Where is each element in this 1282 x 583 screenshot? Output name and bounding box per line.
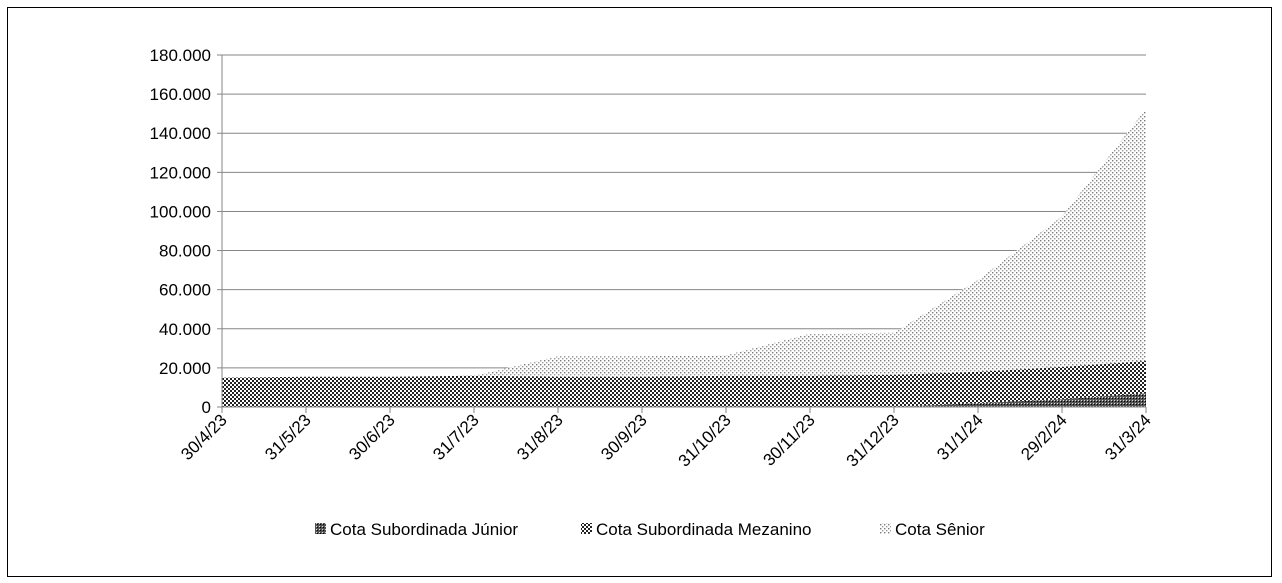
- y-tick-label: 120.000: [150, 163, 211, 182]
- area-series-3: [222, 108, 1146, 378]
- gridlines: [222, 54, 1146, 369]
- y-tick-label: 60.000: [159, 281, 211, 300]
- legend-label: Cota Subordinada Júnior: [330, 520, 518, 539]
- stacked-area-chart: 0 20.000 40.000 60.000 80.000 100.000 120.000 1…: [150, 46, 1155, 539]
- x-tick-label: 30/11/23: [759, 410, 818, 469]
- legend-label: Cota Sênior: [895, 520, 985, 539]
- area-series-2: [222, 361, 1146, 407]
- x-tick-label: 31/12/23: [843, 410, 903, 470]
- axes: 0 20.000 40.000 60.000 80.000 100.000 120.000 1…: [150, 46, 1155, 471]
- x-tick-label: 30/6/23: [345, 410, 399, 464]
- x-tick-label: 30/9/23: [597, 410, 651, 464]
- area-series: [222, 108, 1146, 407]
- y-tick-label: 0: [202, 398, 211, 417]
- legend-swatch: [315, 523, 326, 534]
- y-tick-label: 40.000: [159, 320, 211, 339]
- area-series-1: [222, 393, 1146, 407]
- x-tick-label: 29/2/24: [1017, 410, 1071, 464]
- legend: Cota Subordinada Júnior Cota Subordinada …: [315, 520, 985, 539]
- x-tick-label: 31/1/24: [933, 410, 987, 464]
- x-tick-label: 31/7/23: [429, 410, 483, 464]
- legend-swatch: [581, 523, 592, 534]
- chart-frame: 0 20.000 40.000 60.000 80.000 100.000 120.000 1…: [7, 7, 1272, 577]
- y-tick-label: 160.000: [150, 85, 211, 104]
- legend-label: Cota Subordinada Mezanino: [596, 520, 811, 539]
- y-tick-label: 180.000: [150, 46, 211, 65]
- x-tick-label: 31/10/23: [675, 410, 735, 470]
- y-tick-label: 80.000: [159, 242, 211, 261]
- y-tick-label: 140.000: [150, 124, 211, 143]
- y-tick-label: 20.000: [159, 359, 211, 378]
- legend-swatch: [880, 523, 891, 534]
- x-tick-label: 30/4/23: [177, 410, 231, 464]
- x-tick-label: 31/5/23: [261, 410, 315, 464]
- x-tick-label: 31/3/24: [1101, 410, 1155, 464]
- y-tick-label: 100.000: [150, 202, 211, 221]
- x-tick-label: 31/8/23: [513, 410, 567, 464]
